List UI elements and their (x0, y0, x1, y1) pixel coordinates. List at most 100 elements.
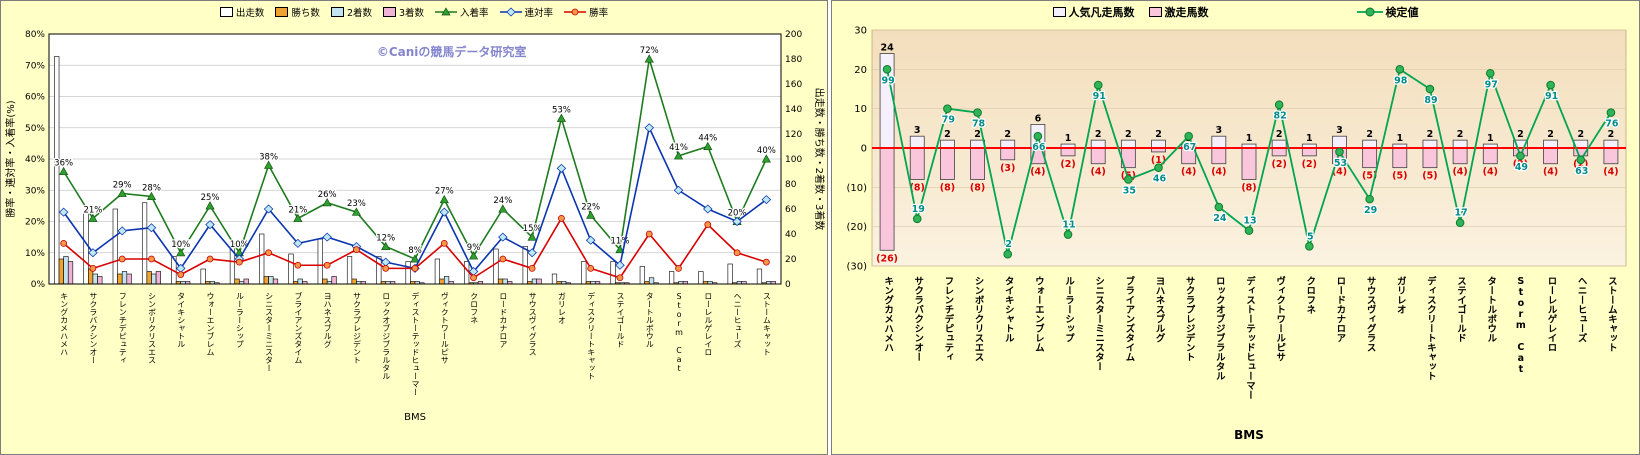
category-cell: シニスターミニスター (254, 292, 283, 412)
bar-value-label: (4) (1452, 167, 1467, 178)
category-cell: ヴィクトワールピサ (1264, 276, 1294, 428)
bar-value-label: 3 (1216, 125, 1223, 136)
legend-item-test-value: 検定値 (1356, 4, 1419, 20)
win-rate-marker-circle (382, 264, 390, 272)
place-rate-marker-triangle (527, 232, 537, 241)
category-cell: フレンチデピュティ (932, 276, 962, 428)
y-axis-tick-label: 0 (861, 144, 867, 155)
category-label: タートルボウル (645, 292, 655, 348)
bar-value-label: (4) (1091, 167, 1106, 178)
win-rate-marker-circle (645, 230, 653, 238)
bar-3着数 (126, 273, 132, 285)
test-value-marker-circle (1003, 249, 1013, 259)
test-value-label: 76 (1605, 119, 1619, 130)
test-value-marker-circle (1365, 194, 1374, 204)
test-value-marker-circle (1274, 100, 1284, 110)
bar-2着数 (531, 278, 538, 285)
bar-出走数 (112, 208, 118, 285)
quinella-rate-marker-diamond (703, 204, 713, 214)
bar-人気凡走馬数 (1332, 135, 1347, 149)
legend-label: 入着率 (460, 7, 489, 19)
win-rate-marker-circle (235, 258, 243, 266)
data-label: 41% (669, 143, 688, 153)
test-value-marker-circle (1033, 131, 1043, 141)
bar-出走数 (551, 273, 558, 285)
right-plot: (30)(20)(10)0102030243222612221312132122… (846, 26, 1627, 273)
test-value-label: 91 (1093, 91, 1106, 102)
legend-item-overperform: 激走馬数 (1148, 4, 1209, 20)
place-rate-marker-triangle (703, 141, 713, 151)
bar-出走数 (259, 233, 265, 285)
bar-2着数 (268, 276, 274, 285)
category-cell: ディストーテッドヒューマー (400, 292, 429, 412)
left-category-axis: キングカメハメハ サクラバクシンオー フレンチデピュティ シンボリクリスエス タイキシャ… (3, 292, 781, 412)
test-value-label: 89 (1424, 95, 1437, 106)
place-rate-marker-triangle (761, 154, 771, 163)
data-label: 12% (376, 234, 395, 244)
bar-激走馬数 (1301, 147, 1317, 157)
test-value-marker-circle (1576, 155, 1586, 165)
bar-3着数 (97, 276, 103, 285)
test-value-marker-circle (1425, 84, 1435, 94)
bar-value-label: 1 (1396, 133, 1403, 144)
bar-value-label: (2) (1060, 159, 1075, 170)
test-value-marker-circle (1485, 68, 1495, 78)
test-value-label: 24 (1213, 213, 1227, 224)
data-label: 40% (757, 146, 776, 156)
category-cell: ルーラーシップ (225, 292, 254, 412)
win-rate-marker-circle (528, 264, 536, 272)
left-plot: 0% 10% 20% 30% 40% 50% 60% 70% 80% 0 20 40 60 80 100 12… (4, 30, 826, 290)
bar-人気凡走馬数 (1362, 139, 1378, 149)
category-cell: ストームキャット (1596, 276, 1626, 428)
quinella-rate-marker-diamond (439, 207, 450, 217)
y-axis-right-tick-label: 20 (785, 255, 797, 265)
win-rate-marker-circle (294, 261, 302, 269)
category-cell: ヨハネスブルグ (313, 292, 342, 412)
bar-value-label: (8) (970, 182, 985, 193)
category-label: ヘニーヒューズ (733, 292, 743, 348)
category-label: キングカメハメハ (59, 292, 69, 356)
data-label: 8% (408, 246, 422, 256)
category-label: キングカメハメハ (882, 276, 894, 352)
category-cell: サウスヴィグラス (1355, 276, 1385, 428)
bar-勝ち数 (351, 278, 357, 285)
bar-激走馬数 (1362, 147, 1378, 169)
bar-value-label: (5) (1362, 171, 1377, 182)
y-axis-tick-label: 80% (25, 30, 45, 40)
win-rate-marker-circle (323, 261, 331, 269)
y-axis-tick-label: 10% (25, 249, 45, 259)
legend-item-quinella-rate: 連対率 (499, 5, 554, 19)
left-legend: 出走数 勝ち数 2着数 3着数 入着率 連対率 勝率 (3, 3, 825, 20)
quinella-rate-marker-diamond (527, 248, 537, 258)
bar-value-label: (4) (1181, 167, 1196, 178)
bar-value-label: 1 (1065, 133, 1072, 144)
legend-label: 連対率 (524, 7, 554, 19)
win-rate-marker-circle (265, 249, 273, 257)
win-rate-marker-circle (177, 271, 185, 279)
bar-value-label: 3 (1336, 125, 1343, 136)
win-rate-marker-circle (470, 274, 477, 282)
test-value-label: 91 (1545, 91, 1558, 102)
bar-2着数 (648, 277, 655, 285)
place-rate-marker-triangle (351, 207, 362, 216)
bar-人気凡走馬数 (1422, 139, 1438, 149)
bar-value-label: 2 (1004, 129, 1011, 140)
data-label: 53% (552, 105, 571, 115)
category-label: ディストーテッドヒューマー (411, 292, 421, 396)
bar-勝ち数 (234, 278, 240, 285)
quinella-rate-marker-diamond (615, 260, 625, 270)
bar-value-label: 3 (914, 125, 921, 136)
bar-value-label: 1 (1487, 133, 1494, 144)
category-label: サクラバクシンオー (88, 292, 98, 364)
category-label: ガリレオ (557, 292, 567, 324)
data-label: 23% (347, 199, 366, 209)
bar-value-label: 2 (1095, 129, 1102, 140)
bar-value-label: (5) (1392, 171, 1407, 182)
category-cell: シニスターミニスター (1083, 276, 1113, 428)
y-axis-right-tick-label: 40 (785, 230, 797, 240)
bar-出走数 (610, 261, 616, 285)
win-rate-marker-circle (353, 246, 360, 254)
category-cell: ロックオブジブラルタル (1204, 276, 1234, 428)
category-cell: キングカメハメハ (49, 292, 78, 412)
category-cell: フレンチデピュティ (108, 292, 137, 412)
